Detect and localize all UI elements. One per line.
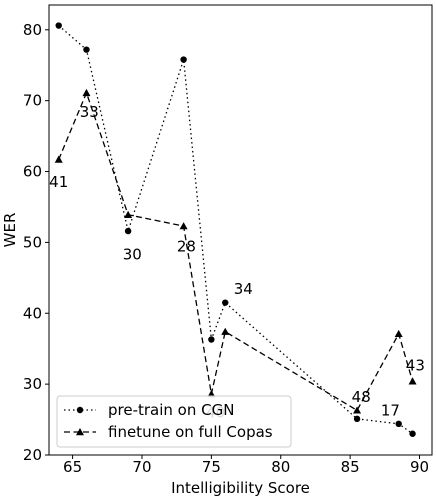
legend-marker — [76, 406, 84, 414]
data-point — [83, 46, 90, 53]
annotation-label: 41 — [49, 173, 68, 191]
data-point — [353, 406, 362, 414]
x-tick-label: 75 — [202, 458, 221, 476]
x-tick-label: 85 — [341, 458, 360, 476]
annotation-label: 43 — [406, 357, 425, 375]
y-tick-label: 60 — [23, 163, 42, 181]
x-axis-label: Intelligibility Score — [171, 479, 310, 497]
data-point — [408, 377, 417, 385]
data-point — [409, 430, 416, 437]
x-tick-label: 80 — [271, 458, 290, 476]
data-point — [353, 415, 361, 423]
data-point — [55, 22, 62, 29]
y-tick-label: 20 — [23, 446, 42, 464]
data-point — [124, 210, 133, 218]
data-point — [395, 420, 402, 428]
legend-label: pre-train on CGN — [108, 401, 234, 419]
point-annotations: 413330284034481743 — [49, 103, 425, 421]
y-tick-label: 40 — [23, 304, 42, 322]
annotation-label: 48 — [352, 388, 371, 406]
y-tick-label: 70 — [23, 92, 42, 110]
y-tick-label: 50 — [23, 233, 42, 251]
legend-label: finetune on full Copas — [108, 423, 273, 441]
data-point — [124, 227, 132, 235]
y-axis-label: WER — [1, 213, 19, 248]
x-tick-label: 90 — [410, 458, 429, 476]
data-point — [54, 155, 63, 163]
legend-box — [56, 395, 292, 448]
legend-marker — [76, 428, 84, 436]
data-point — [394, 329, 403, 338]
annotation-label: 34 — [234, 280, 253, 298]
plot-series — [54, 22, 417, 437]
series-2 — [54, 88, 417, 414]
annotation-label: 30 — [123, 245, 142, 263]
axes: 65 70 75 80 85 90 20 30 40 50 60 70 80 — [23, 21, 429, 476]
plot-frame — [48, 4, 433, 456]
annotation-label: 28 — [177, 238, 196, 256]
data-point — [208, 336, 215, 343]
series-1 — [55, 22, 416, 437]
data-point — [222, 299, 229, 306]
y-tick-label: 80 — [23, 21, 42, 39]
data-point — [82, 88, 91, 97]
data-point — [180, 56, 187, 63]
x-tick-label: 65 — [63, 458, 82, 476]
annotation-label: 33 — [80, 103, 99, 121]
data-point — [207, 390, 216, 398]
legend: pre-train on CGN finetune on full Copas — [56, 395, 292, 448]
y-tick-label: 30 — [23, 375, 42, 393]
annotation-label: 17 — [381, 401, 400, 419]
data-point — [221, 327, 230, 335]
data-point — [179, 222, 188, 230]
x-tick-label: 70 — [132, 458, 151, 476]
